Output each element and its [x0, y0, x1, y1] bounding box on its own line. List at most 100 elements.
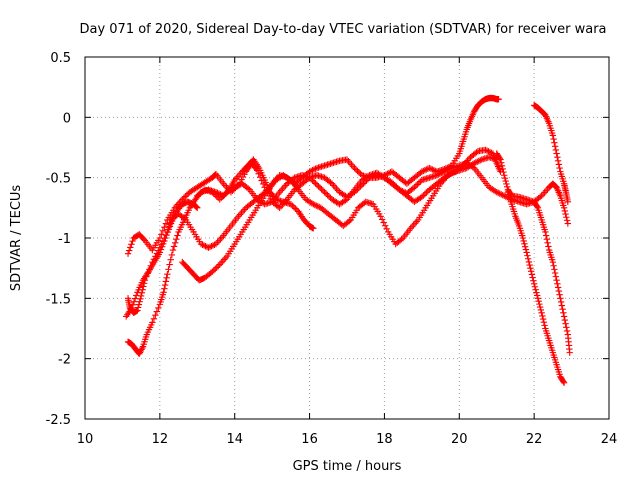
data-point	[527, 264, 534, 272]
data-point	[563, 217, 571, 224]
data-point	[534, 295, 542, 302]
data-point	[474, 158, 481, 165]
data-point	[549, 132, 557, 139]
data-point	[553, 277, 560, 284]
data-point	[556, 291, 563, 298]
data-point	[130, 298, 138, 305]
data-point	[333, 185, 340, 192]
data-point	[473, 149, 480, 156]
data-point	[125, 247, 133, 254]
data-point	[503, 180, 510, 188]
data-point	[346, 217, 353, 225]
data-point	[558, 302, 566, 309]
data-point	[500, 168, 507, 176]
data-point	[410, 221, 417, 229]
data-point	[135, 301, 143, 308]
data-point	[213, 264, 220, 271]
data-point	[169, 246, 177, 254]
data-point	[134, 304, 142, 311]
data-point	[498, 162, 506, 170]
data-point	[497, 156, 504, 163]
data-point	[311, 201, 319, 209]
data-point	[183, 191, 191, 199]
data-point	[560, 309, 567, 317]
data-point	[501, 172, 508, 179]
data-point	[342, 197, 349, 204]
data-point	[442, 165, 450, 172]
data-point	[161, 237, 168, 245]
data-point	[209, 242, 217, 249]
data-point	[160, 289, 167, 296]
data-point	[493, 188, 500, 196]
data-point	[414, 181, 421, 188]
data-point	[540, 319, 548, 326]
data-point	[418, 168, 426, 175]
y-tick-labels: 0.5 0 -0.5 -1 -1.5 -2 -2.5	[46, 51, 71, 428]
data-point	[441, 166, 448, 173]
data-point	[566, 349, 573, 356]
data-point	[415, 179, 423, 187]
data-point	[528, 271, 536, 278]
data-point	[495, 189, 502, 197]
data-point	[542, 187, 550, 194]
data-point	[554, 280, 561, 288]
data-point	[477, 157, 484, 164]
data-point	[485, 148, 492, 155]
data-point	[496, 155, 503, 162]
data-point	[423, 166, 430, 173]
data-point	[218, 259, 225, 267]
data-point	[210, 190, 217, 197]
data-point	[348, 161, 355, 168]
data-point	[551, 266, 558, 273]
x-tick-label: 18	[376, 432, 393, 447]
data-point	[310, 201, 317, 208]
data-point	[541, 189, 548, 196]
data-point	[202, 243, 209, 250]
data-point	[133, 292, 140, 299]
data-point	[527, 268, 535, 275]
data-point	[499, 191, 506, 199]
data-point	[564, 220, 572, 227]
data-point	[355, 169, 363, 176]
data-point	[519, 234, 527, 242]
data-point	[134, 307, 141, 314]
data-point	[173, 236, 180, 243]
data-point	[222, 254, 229, 261]
data-point	[545, 243, 552, 250]
y-axis-label: SDTVAR / TECUs	[9, 185, 24, 292]
data-point	[199, 241, 206, 248]
data-point	[523, 249, 530, 256]
data-point	[233, 183, 240, 190]
data-point	[378, 216, 386, 223]
y-tick-label: -2	[58, 353, 71, 368]
series-track-6	[194, 153, 500, 208]
x-tick-labels: 10 12 14 16 18 20 22 24	[77, 432, 618, 447]
data-point	[170, 243, 178, 250]
y-tick-label: 0	[63, 111, 71, 126]
data-point	[539, 312, 546, 320]
data-point	[127, 244, 134, 251]
data-point	[313, 181, 321, 189]
data-point	[554, 157, 562, 164]
data-point	[380, 219, 387, 226]
data-point	[426, 164, 433, 172]
data-point	[521, 243, 529, 250]
data-point	[531, 283, 539, 290]
data-point	[244, 185, 252, 192]
data-point	[309, 166, 316, 174]
x-tick-label: 20	[451, 432, 468, 447]
data-point	[136, 349, 144, 356]
data-point	[529, 274, 536, 281]
data-point	[560, 204, 568, 212]
data-point	[486, 148, 494, 156]
data-point	[533, 203, 541, 210]
data-point	[136, 350, 143, 358]
data-point	[551, 269, 559, 277]
data-point	[418, 193, 426, 201]
data-point	[562, 320, 569, 327]
x-axis-label: GPS time / hours	[293, 459, 402, 474]
data-point	[287, 201, 295, 208]
data-point	[498, 159, 505, 166]
data-point	[560, 379, 568, 386]
